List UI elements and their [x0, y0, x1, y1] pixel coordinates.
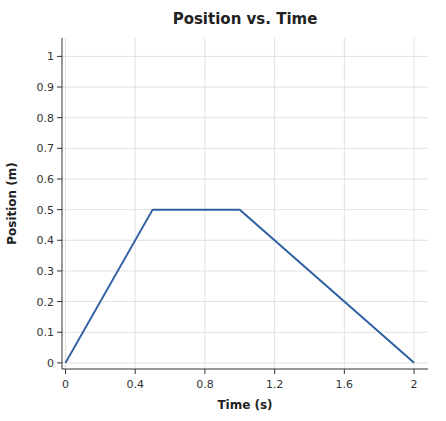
grid-line-y	[62, 362, 428, 363]
chart-title: Position vs. Time	[173, 10, 318, 28]
y-tick-label: 0.6	[37, 173, 55, 186]
grid-line-y	[62, 240, 428, 241]
x-axis-line	[62, 369, 428, 370]
y-tick	[57, 117, 62, 118]
grid-line-x	[274, 38, 275, 369]
grid-line-y	[62, 117, 428, 118]
y-tick	[57, 301, 62, 302]
grid-line-y	[62, 56, 428, 57]
y-tick-label: 0.3	[37, 265, 55, 278]
grid-line-y	[62, 87, 428, 88]
grid-line-y	[62, 209, 428, 210]
y-tick-label: 0.7	[37, 142, 55, 155]
data-line	[65, 210, 414, 363]
y-tick	[57, 56, 62, 57]
x-tick-label: 0	[62, 378, 69, 391]
grid-line-x	[135, 38, 136, 369]
plot-area	[65, 210, 414, 363]
x-tick	[135, 369, 136, 374]
grid-line-y	[62, 332, 428, 333]
y-tick	[57, 178, 62, 179]
y-tick	[57, 87, 62, 88]
y-tick-label: 0	[47, 357, 54, 370]
x-tick	[274, 369, 275, 374]
y-axis-line	[62, 38, 63, 369]
x-tick	[344, 369, 345, 374]
x-tick	[414, 369, 415, 374]
y-tick	[57, 362, 62, 363]
y-tick-label: 0.4	[37, 234, 55, 247]
y-tick-label: 0.5	[37, 204, 55, 217]
grid-line-x	[65, 38, 66, 369]
y-tick	[57, 209, 62, 210]
y-tick-label: 1	[47, 50, 54, 63]
y-tick	[57, 240, 62, 241]
y-tick-label: 0.9	[37, 81, 55, 94]
x-axis-label: Time (s)	[217, 398, 272, 412]
x-tick-label: 2	[411, 378, 418, 391]
x-tick-label: 1.6	[336, 378, 354, 391]
chart-svg: 0 0.4 0.8 1.2 1.6 2 0 0.1 0.2 0.3 0.4 0.5 0.6 0.7 0.8 0…	[0, 0, 446, 421]
y-tick	[57, 332, 62, 333]
x-tick-label: 1.2	[266, 378, 284, 391]
grid-line-x	[204, 38, 205, 369]
grid-line-y	[62, 148, 428, 149]
grid-line-x	[414, 38, 415, 369]
chart-container: 0 0.4 0.8 1.2 1.6 2 0 0.1 0.2 0.3 0.4 0.5 0.6 0.7 0.8 0…	[0, 0, 446, 421]
grid-line-y	[62, 178, 428, 179]
y-tick	[57, 270, 62, 271]
y-axis-label: Position (m)	[5, 162, 19, 245]
y-tick	[57, 148, 62, 149]
y-tick-label: 0.1	[37, 326, 55, 339]
grid-line-x	[344, 38, 345, 369]
grid-line-y	[62, 301, 428, 302]
x-tick-label: 0.4	[126, 378, 144, 391]
x-tick-label: 0.8	[196, 378, 214, 391]
x-tick	[65, 369, 66, 374]
grid	[62, 38, 428, 369]
y-tick-label: 0.2	[37, 296, 55, 309]
y-tick-label: 0.8	[37, 112, 55, 125]
x-tick	[204, 369, 205, 374]
